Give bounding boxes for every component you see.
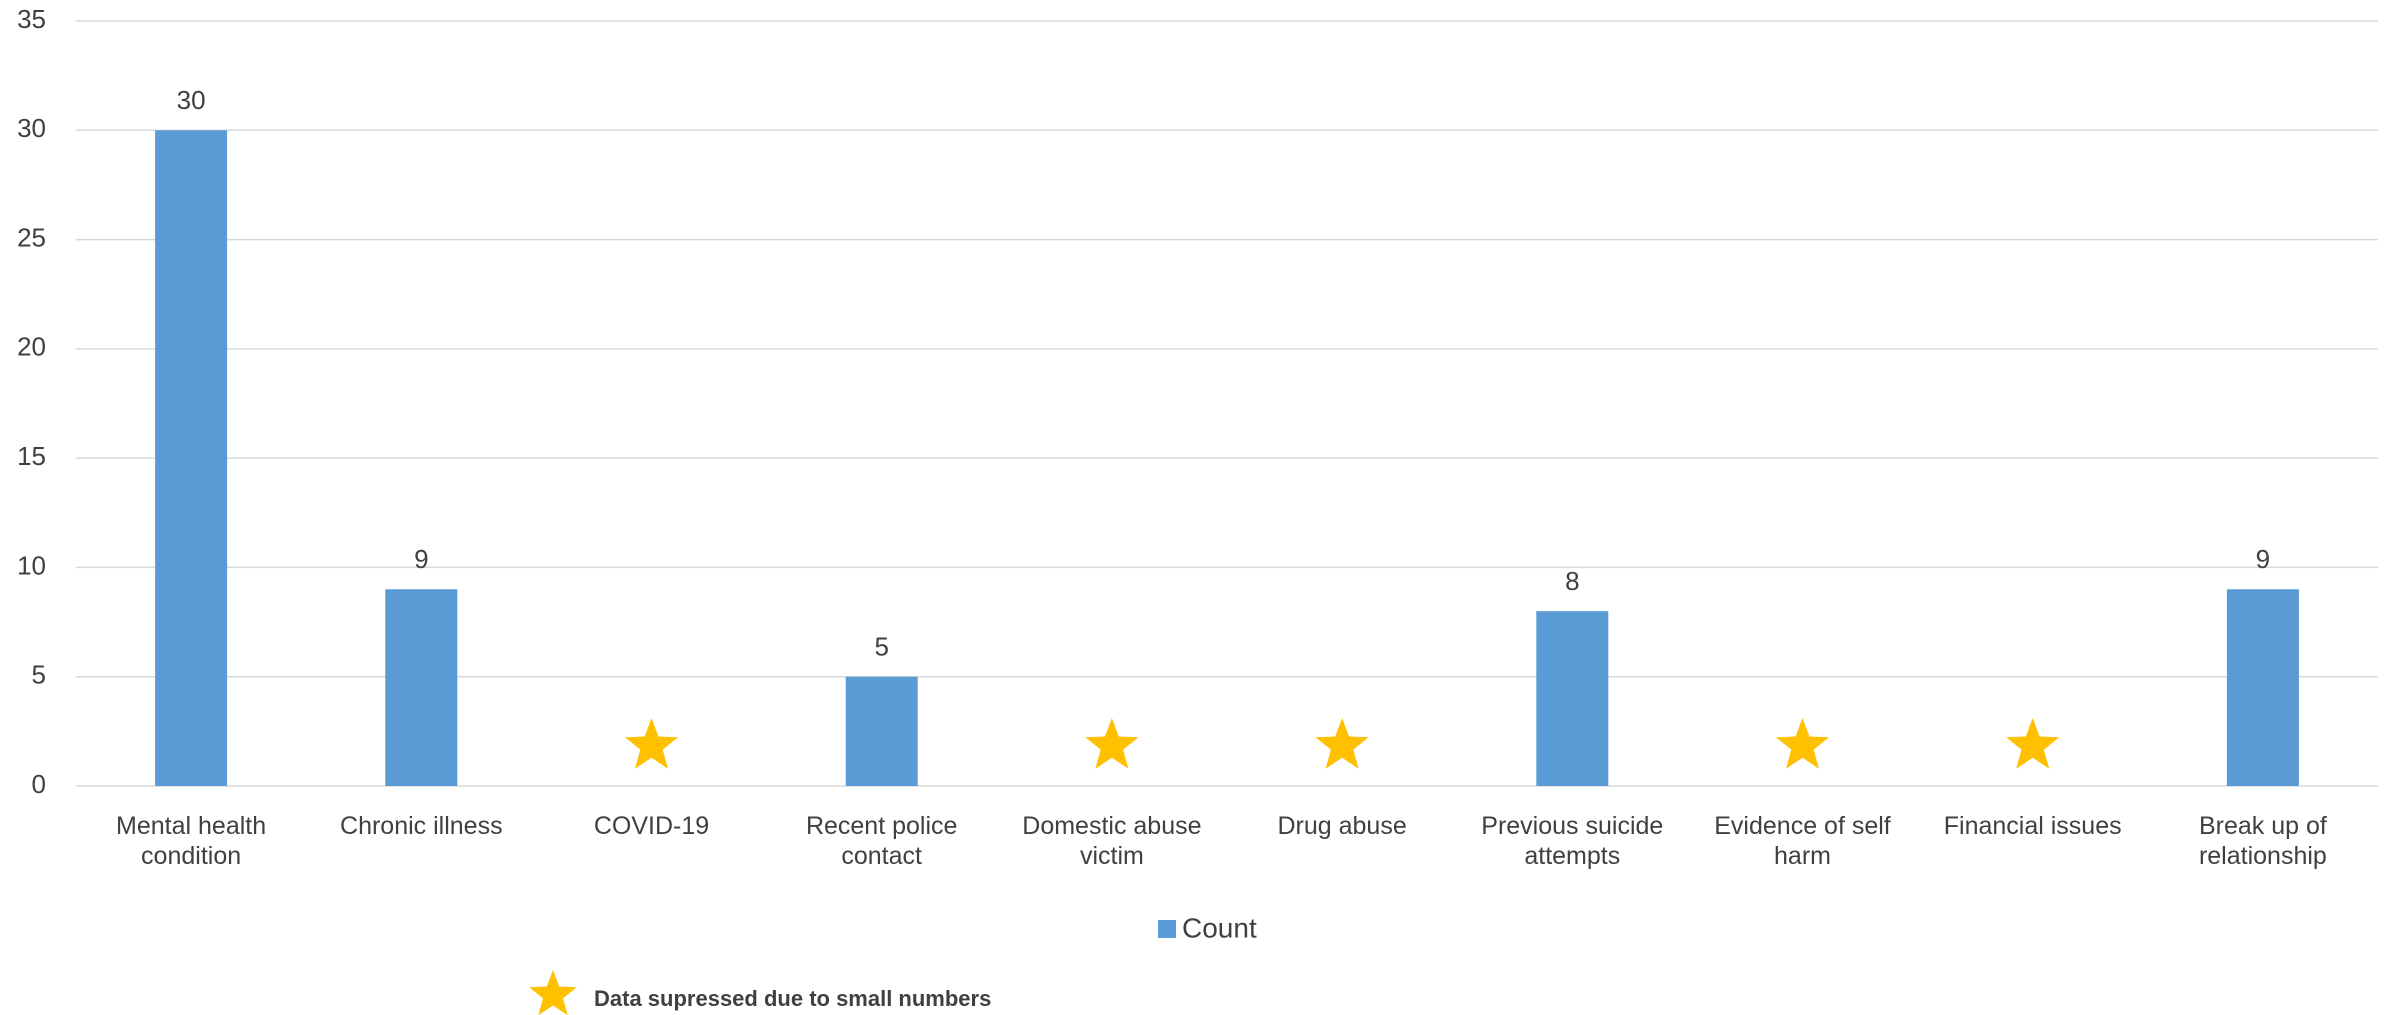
suppressed-star <box>1085 718 1139 769</box>
x-tick-label: Mental health condition <box>116 812 267 870</box>
suppressed-star <box>624 718 679 769</box>
y-tick-label: 30 <box>17 113 46 143</box>
x-tick-label: Previous suicide attempts <box>1481 812 1664 870</box>
value-label: 8 <box>1565 566 1579 596</box>
y-tick-label: 25 <box>17 222 46 252</box>
value-label: 9 <box>2256 544 2270 574</box>
y-tick-label: 0 <box>32 769 46 799</box>
suppressed-star <box>1775 718 1830 769</box>
value-label: 30 <box>177 85 206 115</box>
suppressed-star <box>1315 718 1369 769</box>
y-tick-label: 20 <box>17 332 46 362</box>
bar <box>1536 611 1609 786</box>
x-tick-label: Break up of relationship <box>2198 812 2327 870</box>
value-label: 5 <box>874 632 888 662</box>
y-tick-label: 10 <box>17 550 46 580</box>
bar <box>2226 589 2299 786</box>
x-tick-label: COVID-19 <box>593 812 710 840</box>
legend-swatch <box>1158 920 1176 938</box>
suppressed-note: Data supressed due to small numbers <box>594 986 991 1011</box>
y-tick-label: 5 <box>32 660 46 690</box>
x-tick-label: Recent police contact <box>805 812 958 870</box>
suppressed-star <box>2006 718 2060 769</box>
y-tick-label: 15 <box>17 441 46 471</box>
bar <box>385 589 458 786</box>
x-tick-label: Chronic illness <box>340 812 503 840</box>
legend-label: Count <box>1182 912 1257 943</box>
legend-star <box>529 970 577 1015</box>
y-tick-label: 35 <box>17 4 46 34</box>
x-tick-label: Drug abuse <box>1277 812 1407 840</box>
x-tick-label: Financial issues <box>1943 812 2122 840</box>
bar <box>155 130 228 787</box>
value-label: 9 <box>414 544 428 574</box>
bar <box>845 676 918 786</box>
x-tick-label: Evidence of self harm <box>1714 812 1891 870</box>
x-tick-label: Domestic abuse victim <box>1022 812 1202 870</box>
